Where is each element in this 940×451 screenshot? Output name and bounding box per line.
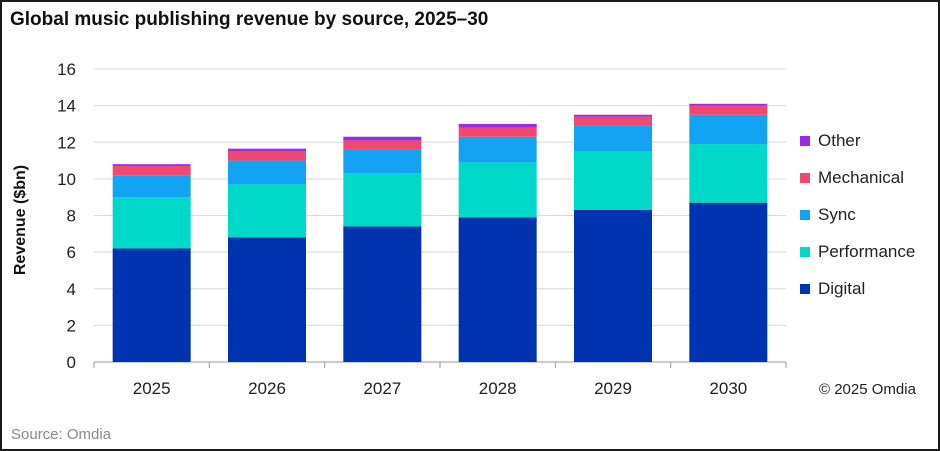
legend-item-digital: Digital [800, 278, 865, 300]
bar-segment-sync [228, 160, 306, 185]
bar-segment-performance [343, 173, 422, 227]
bar-segment-digital [458, 217, 537, 362]
x-tick-label: 2027 [363, 379, 401, 398]
legend-label: Sync [818, 205, 856, 224]
bar-segment-digital [112, 248, 191, 362]
bar-segment-performance [112, 197, 191, 249]
legend-item-sync: Sync [800, 204, 856, 226]
bar-segment-other [228, 148, 306, 152]
bar-segment-sync [112, 175, 191, 198]
x-tick-label: 2030 [709, 379, 747, 398]
bar-segment-other [112, 164, 191, 167]
y-tick-label: 0 [67, 353, 76, 372]
legend-item-other: Other [800, 130, 861, 152]
y-tick-label: 8 [67, 207, 76, 226]
legend-label: Mechanical [818, 168, 904, 187]
y-tick-label: 4 [67, 280, 76, 299]
bar-segment-performance [689, 144, 768, 203]
y-tick-label: 2 [67, 316, 76, 335]
bar-segment-mechanical [112, 166, 191, 176]
bar-segment-sync [574, 125, 652, 152]
x-tick-label: 2028 [479, 379, 517, 398]
bar-segment-other [343, 136, 422, 141]
bar-segment-digital [689, 202, 768, 362]
y-tick-label: 12 [57, 133, 76, 152]
bar-segment-other [689, 103, 768, 106]
legend-swatch [800, 284, 810, 294]
source-text: Source: Omdia [11, 426, 112, 443]
legend-item-performance: Performance [800, 241, 915, 263]
bar-segment-performance [574, 151, 652, 211]
x-tick-label: 2029 [594, 379, 632, 398]
y-tick-label: 14 [57, 97, 76, 116]
legend-swatch [800, 173, 810, 183]
legend-label: Digital [818, 279, 866, 298]
bar-segment-sync [458, 136, 537, 163]
bar-segment-mechanical [689, 105, 768, 115]
bar-segment-performance [458, 162, 537, 218]
bar-segment-other [574, 114, 652, 117]
legend-item-mechanical: Mechanical [800, 167, 904, 189]
y-tick-label: 6 [67, 243, 76, 262]
chart-title: Global music publishing revenue by sourc… [10, 9, 489, 30]
copyright-text: © 2025 Omdia [819, 381, 916, 398]
x-tick-label: 2026 [248, 379, 286, 398]
bar-segment-mechanical [574, 116, 652, 126]
bar-segment-sync [343, 149, 422, 174]
legend-swatch [800, 136, 810, 146]
bar-segment-mechanical [458, 127, 537, 137]
legend-label: Other [818, 131, 861, 150]
bar-segment-mechanical [343, 140, 422, 150]
bar-segment-mechanical [228, 151, 306, 161]
legend-swatch [800, 247, 810, 257]
bar-segment-digital [343, 226, 422, 362]
y-axis-label: Revenue ($bn) [12, 164, 29, 276]
y-tick-label: 16 [57, 60, 76, 79]
bar-segment-digital [228, 237, 306, 362]
y-tick-label: 10 [57, 170, 76, 189]
bar-segment-performance [228, 184, 306, 238]
bar-segment-digital [574, 210, 652, 362]
bar-segment-other [458, 123, 537, 128]
x-tick-label: 2025 [133, 379, 171, 398]
bar-segment-sync [689, 114, 768, 145]
legend-label: Performance [818, 242, 916, 261]
legend-swatch [800, 210, 810, 220]
